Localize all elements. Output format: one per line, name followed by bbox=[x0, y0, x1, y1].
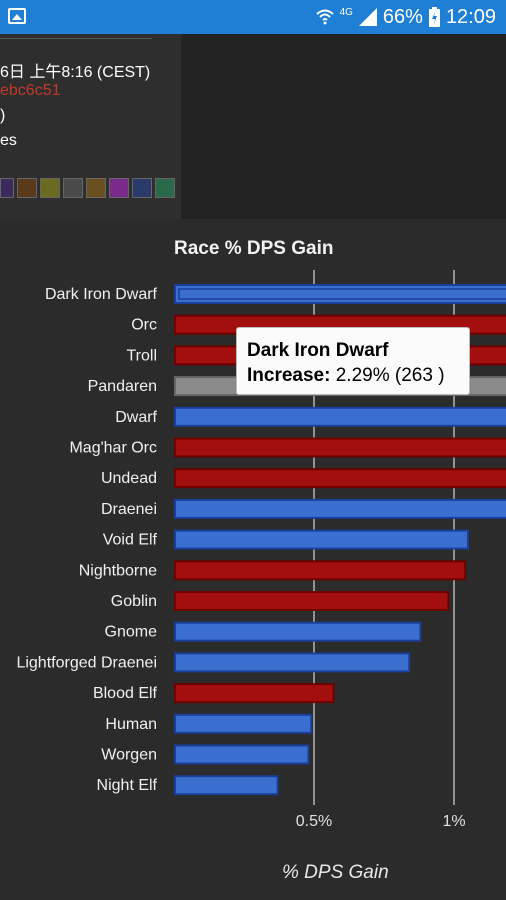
category-label: Dark Iron Dwarf bbox=[45, 286, 158, 303]
bar[interactable] bbox=[174, 744, 310, 765]
spell-icon[interactable] bbox=[63, 178, 83, 198]
battery-percent: 66% bbox=[382, 5, 423, 28]
category-label: Night Elf bbox=[97, 777, 158, 794]
bar[interactable] bbox=[174, 591, 450, 611]
bar-highlight bbox=[178, 288, 506, 300]
bar[interactable] bbox=[174, 498, 506, 519]
category-label: Lightforged Draenei bbox=[16, 654, 157, 671]
bar[interactable] bbox=[174, 437, 506, 458]
spell-icon[interactable] bbox=[17, 178, 37, 198]
tab-divider bbox=[0, 34, 152, 39]
category-label: Draenei bbox=[101, 501, 157, 518]
x-tick-label: 1% bbox=[442, 813, 465, 830]
tooltip-name: Dark Iron Dwarf bbox=[247, 340, 389, 361]
bar[interactable] bbox=[174, 284, 506, 304]
bar[interactable] bbox=[174, 406, 506, 427]
category-label: Pandaren bbox=[88, 378, 157, 395]
signal-icon bbox=[358, 8, 377, 26]
network-type: 4G bbox=[339, 6, 353, 18]
category-label: Undead bbox=[101, 470, 157, 487]
report-detail-2: es bbox=[0, 132, 17, 149]
category-label: Dwarf bbox=[115, 409, 157, 426]
bar[interactable] bbox=[174, 621, 422, 642]
gallery-notification-icon bbox=[8, 8, 26, 24]
report-detail: ) bbox=[0, 107, 6, 124]
category-label: Blood Elf bbox=[93, 685, 158, 702]
bar[interactable] bbox=[174, 683, 335, 704]
battery-icon bbox=[428, 7, 440, 27]
bar[interactable] bbox=[174, 652, 411, 673]
category-label: Void Elf bbox=[103, 532, 158, 549]
bar[interactable] bbox=[174, 468, 506, 489]
wifi-icon bbox=[315, 9, 334, 25]
x-axis-label: % DPS Gain bbox=[282, 862, 389, 883]
bar[interactable] bbox=[174, 560, 467, 581]
status-indicators: 4G 66% 12:09 bbox=[315, 0, 496, 34]
media-panel bbox=[181, 34, 506, 219]
category-label: Goblin bbox=[111, 593, 157, 610]
talent-icons bbox=[0, 178, 175, 198]
spell-icon[interactable] bbox=[155, 178, 175, 198]
chart-title: Race % DPS Gain bbox=[174, 238, 334, 259]
category-label: Human bbox=[105, 716, 157, 733]
clock: 12:09 bbox=[445, 5, 496, 28]
bar[interactable] bbox=[174, 529, 469, 550]
category-label: Troll bbox=[126, 347, 157, 364]
category-label: Mag'har Orc bbox=[69, 440, 157, 457]
report-hash-link[interactable]: ebc6c51 bbox=[0, 82, 61, 99]
spell-icon[interactable] bbox=[132, 178, 152, 198]
bar[interactable] bbox=[174, 713, 313, 734]
tooltip-value: 2.29% (263 ) bbox=[335, 365, 445, 386]
spell-icon[interactable] bbox=[109, 178, 129, 198]
category-label: Gnome bbox=[105, 624, 158, 641]
bar[interactable] bbox=[174, 775, 279, 796]
x-tick-label: 0.5% bbox=[296, 813, 332, 830]
spell-icon[interactable] bbox=[40, 178, 60, 198]
bar-tooltip: Dark Iron Dwarf Increase: 2.29% (263 ) bbox=[236, 327, 470, 395]
report-date: 6日 上午8:16 (CEST) bbox=[0, 64, 151, 81]
category-label: Orc bbox=[131, 317, 157, 334]
status-bar: 4G 66% 12:09 bbox=[0, 0, 506, 34]
category-label: Worgen bbox=[101, 747, 157, 764]
category-label: Nightborne bbox=[79, 562, 157, 579]
report-info-panel: 6日 上午8:16 (CEST) ebc6c51 ) es bbox=[0, 34, 181, 219]
spell-icon[interactable] bbox=[0, 178, 14, 198]
spell-icon[interactable] bbox=[86, 178, 106, 198]
tooltip-label: Increase: bbox=[247, 365, 331, 386]
